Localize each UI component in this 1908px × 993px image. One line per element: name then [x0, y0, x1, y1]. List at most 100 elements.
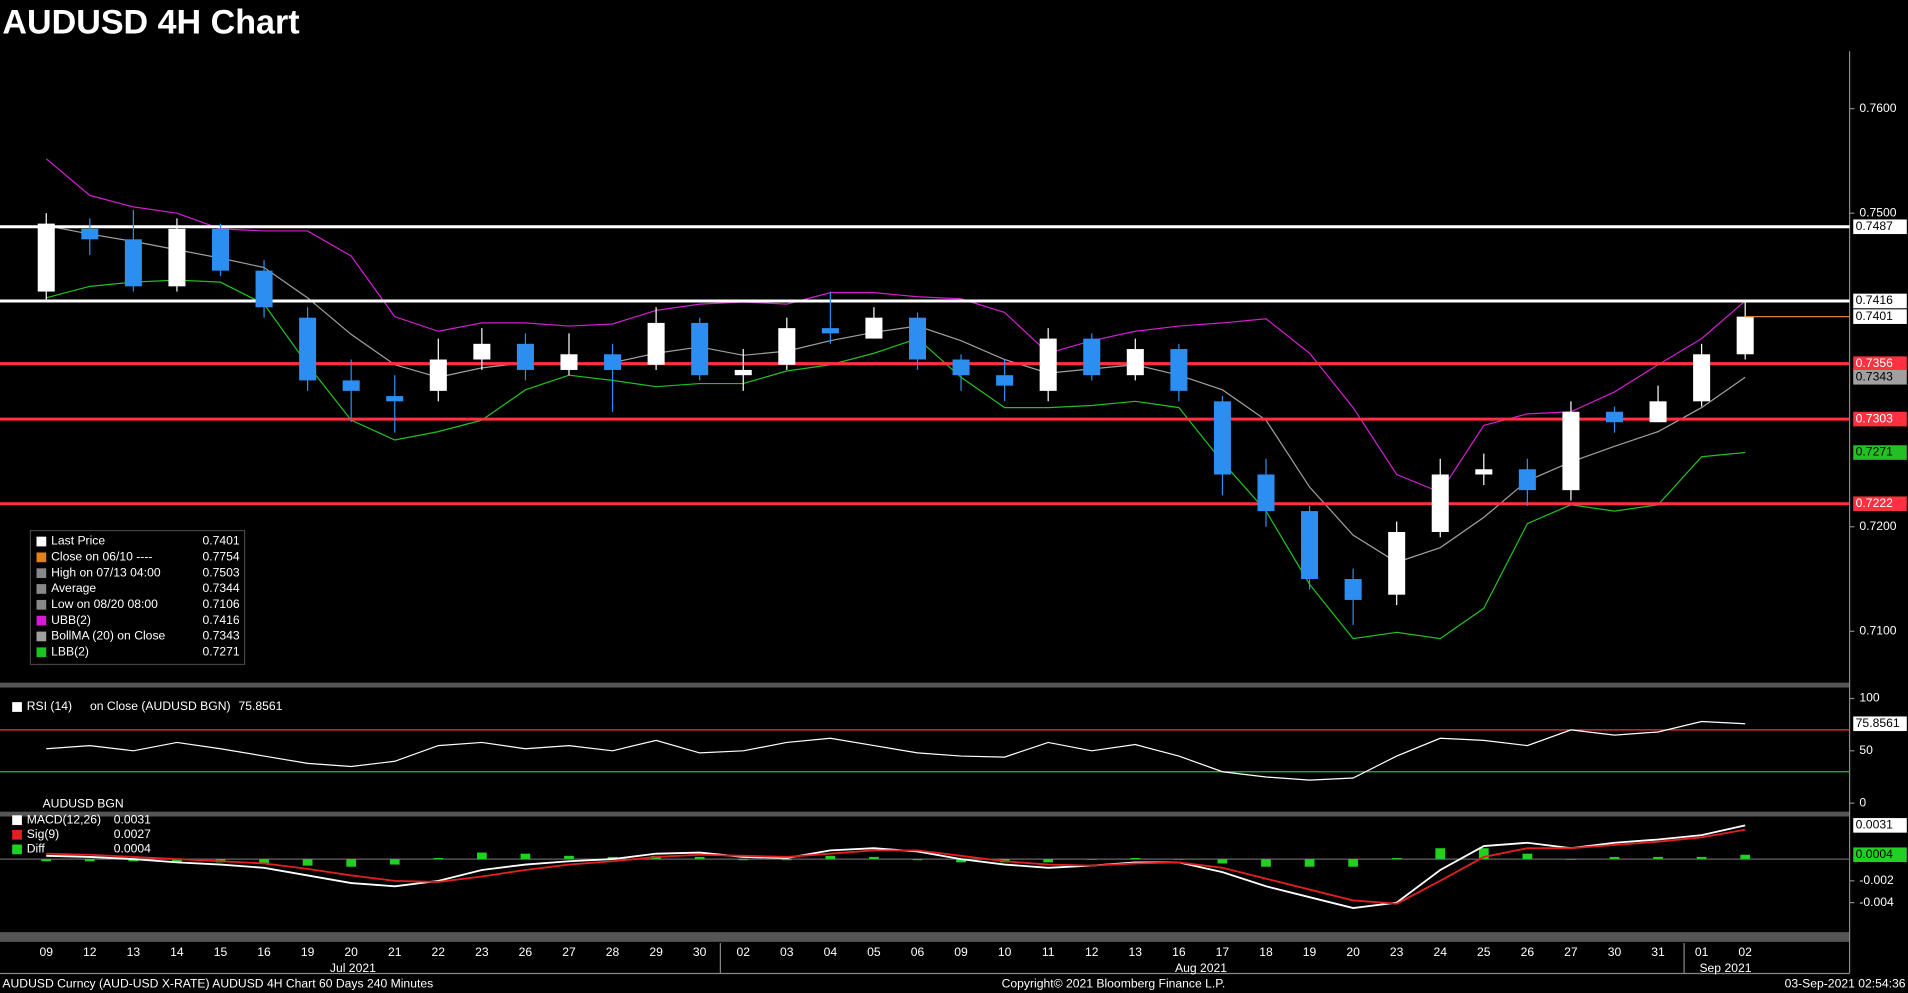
x-tick-label: 31 [1651, 945, 1665, 959]
legend-label: Average [51, 581, 96, 595]
candle-body [1170, 349, 1188, 391]
x-tick-label: 11 [1042, 945, 1055, 959]
legend-title: AUDUSD BGN [43, 797, 124, 811]
diff-bar [956, 859, 966, 863]
diff-bar [1043, 859, 1054, 863]
candle-body [37, 223, 55, 292]
legend-value: 75.8561 [239, 699, 283, 713]
candle-body [691, 322, 709, 376]
legend-value: 0.0027 [114, 827, 151, 841]
candle-body [1562, 411, 1580, 491]
x-tick-label: 09 [39, 945, 53, 959]
diff-bar [564, 855, 574, 860]
candle-body [1257, 474, 1275, 512]
candle-body [211, 228, 230, 271]
x-tick-label: 26 [519, 945, 533, 959]
x-tick-label: 02 [736, 945, 750, 959]
legend-label: Close on 06/10 ---- [51, 550, 152, 564]
diff-bar [172, 859, 182, 863]
x-tick-label: 20 [1346, 945, 1360, 959]
legend-swatch [12, 815, 22, 826]
candle-body [1301, 511, 1319, 580]
panel-divider [0, 682, 1850, 688]
month-label: Aug 2021 [1175, 961, 1227, 975]
diff-bar [41, 859, 52, 862]
value-tag [1853, 496, 1907, 512]
legend-swatch [36, 536, 47, 547]
month-label: Jul 2021 [330, 961, 376, 975]
y-tick-label: 0.7200 [1859, 519, 1896, 533]
value-tag-label: 0.7487 [1856, 219, 1893, 233]
legend-label: BollMA (20) on Close [51, 629, 165, 643]
legend-swatch [36, 631, 47, 642]
candle-body [255, 270, 273, 308]
footer-center: Copyright© 2021 Bloomberg Finance L.P. [1002, 977, 1226, 991]
candle-body [1475, 469, 1493, 475]
value-tag-label: 0.7303 [1856, 411, 1893, 425]
x-tick-label: 20 [344, 945, 358, 959]
diff-bar [1130, 858, 1141, 860]
candle-body [1605, 411, 1624, 423]
x-tick-label: 10 [998, 945, 1012, 959]
macd-line [46, 828, 1746, 905]
diff-bar [694, 856, 705, 860]
x-tick-label: 15 [214, 945, 228, 959]
diff-bar [1609, 856, 1620, 860]
x-tick-label: 23 [475, 945, 489, 959]
diff-bar [302, 859, 313, 866]
rsi-line [46, 720, 1746, 781]
diff-bar [1566, 859, 1576, 860]
x-tick-label: 27 [562, 945, 576, 959]
candle-body [647, 322, 665, 365]
legend-value: 0.7344 [203, 581, 240, 595]
band-line [46, 225, 1746, 563]
band-line [45, 158, 1746, 494]
diff-bar [1653, 856, 1663, 860]
value-tag-label: 0.7343 [1856, 369, 1893, 383]
diff-bar [869, 856, 879, 860]
diff-bar [389, 859, 400, 865]
x-tick-label: 19 [1303, 945, 1317, 959]
value-tag [1853, 309, 1907, 324]
legend-label: Last Price [51, 534, 105, 548]
candle-body [81, 228, 99, 240]
legend-value: 0.0004 [114, 842, 151, 856]
candle-body [516, 343, 534, 370]
diff-bar [1522, 853, 1533, 860]
legend-swatch [36, 647, 47, 658]
panel-divider [0, 932, 1850, 942]
legend-value: 0.7106 [203, 597, 240, 611]
diff-bar [607, 856, 618, 860]
candle-body [778, 328, 796, 365]
diff-bar [346, 859, 357, 867]
candle-body [386, 396, 404, 402]
candle-body [1213, 401, 1231, 475]
legend-value: 0.7401 [203, 534, 240, 548]
x-tick-label: 27 [1564, 945, 1578, 959]
x-tick-label: 03 [780, 945, 794, 959]
legend-value: 0.7271 [203, 644, 240, 658]
x-tick-label: 04 [824, 945, 838, 959]
x-tick-label: 29 [649, 945, 663, 959]
value-tag-label: 0.7416 [1856, 293, 1893, 307]
value-tag-label: 0.0004 [1856, 847, 1893, 861]
x-tick-label: 30 [1608, 945, 1622, 959]
diff-bar [1348, 859, 1358, 867]
x-tick-label: 16 [257, 945, 271, 959]
legend-swatch [36, 599, 47, 610]
candle-body [342, 380, 360, 391]
diff-bar [259, 859, 269, 864]
candle-body [1518, 469, 1536, 491]
legend-label: RSI (14) [27, 699, 72, 713]
x-tick-label: 16 [1172, 945, 1186, 959]
diff-bar [128, 859, 139, 862]
macd-line [46, 824, 1746, 909]
value-tag [1853, 219, 1907, 235]
diff-bar [1696, 856, 1707, 860]
legend-box [29, 529, 246, 666]
legend-value: 0.0031 [114, 812, 151, 826]
band-line [46, 279, 1746, 640]
value-tag-label: 0.7401 [1856, 309, 1893, 323]
month-label: Sep 2021 [1699, 961, 1751, 975]
legend-label: Diff [27, 842, 46, 856]
